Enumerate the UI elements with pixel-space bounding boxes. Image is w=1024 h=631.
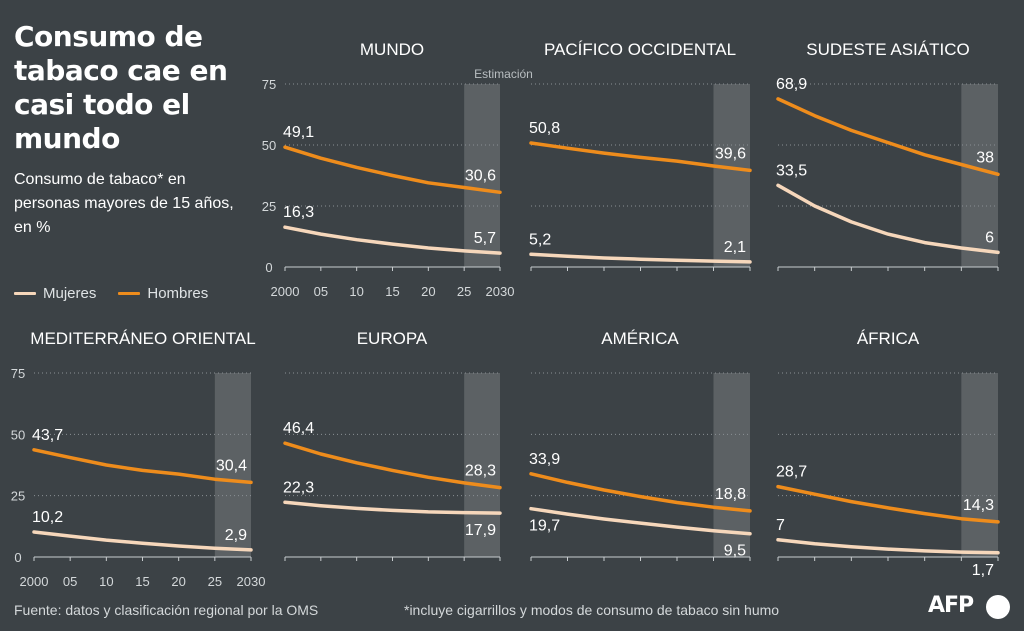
line-women xyxy=(529,252,752,264)
panel-title: AMÉRICA xyxy=(601,329,679,348)
afp-logo-ball-icon xyxy=(986,595,1010,619)
data-label-women-end: 17,9 xyxy=(465,522,496,539)
data-label-women-end: 1,7 xyxy=(972,562,994,579)
legend-swatch-women xyxy=(14,292,36,295)
estimate-band xyxy=(464,373,500,557)
line-women xyxy=(776,538,1000,555)
x-tick-label: 05 xyxy=(314,284,328,299)
data-label-women-start: 22,3 xyxy=(283,479,314,496)
data-label-women-start: 5,2 xyxy=(529,231,551,248)
panel-title: ÁFRICA xyxy=(857,329,920,348)
data-label-women-start: 10,2 xyxy=(32,509,63,526)
panel-title: EUROPA xyxy=(357,329,428,348)
estimate-band xyxy=(464,84,500,267)
data-label-men-end: 39,6 xyxy=(715,145,746,162)
y-tick-label: 0 xyxy=(14,550,21,565)
data-label-men-end: 30,6 xyxy=(465,167,496,184)
estimate-band xyxy=(214,373,251,557)
data-label-women-end: 2,9 xyxy=(225,527,247,544)
x-tick-label: 20 xyxy=(171,574,185,589)
data-label-women-start: 16,3 xyxy=(283,204,314,221)
data-label-women-end: 5,7 xyxy=(474,230,496,247)
data-label-men-end: 38 xyxy=(976,149,994,166)
x-tick-label: 15 xyxy=(385,284,399,299)
y-tick-label: 25 xyxy=(262,199,276,214)
x-tick-label: 20 xyxy=(421,284,435,299)
panel-title: SUDESTE ASIÁTICO xyxy=(806,40,969,59)
line-men xyxy=(283,145,502,195)
y-tick-label: 25 xyxy=(11,489,25,504)
x-tick-label: 10 xyxy=(99,574,113,589)
estimate-band xyxy=(961,373,998,557)
line-women xyxy=(776,183,1000,255)
data-label-men-start: 49,1 xyxy=(283,124,314,141)
x-tick-label: 15 xyxy=(135,574,149,589)
data-label-men-end: 30,4 xyxy=(216,457,247,474)
data-label-men-start: 46,4 xyxy=(283,420,314,437)
x-tick-label: 2000 xyxy=(271,284,300,299)
y-tick-label: 50 xyxy=(262,138,276,153)
legend-item-men: Hombres xyxy=(118,285,208,302)
data-label-women-start: 19,7 xyxy=(529,518,560,535)
y-tick-label: 75 xyxy=(262,77,276,92)
data-label-men-end: 14,3 xyxy=(963,497,994,514)
line-men xyxy=(529,141,752,173)
x-tick-label: 10 xyxy=(349,284,363,299)
data-label-men-start: 43,7 xyxy=(32,427,63,444)
line-women xyxy=(283,225,502,255)
line-men xyxy=(32,448,253,485)
x-tick-label: 05 xyxy=(63,574,77,589)
data-label-men-start: 28,7 xyxy=(776,464,807,481)
x-tick-label: 2030 xyxy=(486,284,515,299)
x-tick-label: 2030 xyxy=(237,574,266,589)
estimate-band xyxy=(961,84,998,267)
footnote: *incluye cigarrillos y modos de consumo … xyxy=(404,602,780,618)
y-tick-label: 0 xyxy=(265,260,272,275)
line-women xyxy=(283,500,502,515)
x-tick-label: 25 xyxy=(457,284,471,299)
legend-label-men: Hombres xyxy=(147,285,209,302)
afp-logo: AFP xyxy=(928,593,974,618)
data-label-men-end: 28,3 xyxy=(465,463,496,480)
data-label-women-start: 33,5 xyxy=(776,162,807,179)
y-tick-label: 75 xyxy=(11,366,25,381)
line-men xyxy=(283,441,502,490)
data-label-men-end: 18,8 xyxy=(715,486,746,503)
data-label-men-start: 68,9 xyxy=(776,76,807,93)
panel-title: MUNDO xyxy=(360,40,424,59)
page-title: Consumo de tabaco cae en casi todo el mu… xyxy=(14,20,228,155)
panel-title: PACÍFICO OCCIDENTAL xyxy=(544,40,736,59)
source-note: Fuente: datos y clasificación regional p… xyxy=(14,602,319,618)
chart-subtitle: Consumo de tabaco* en personas mayores d… xyxy=(14,171,234,236)
line-men xyxy=(529,472,752,513)
line-women xyxy=(32,530,253,552)
line-men xyxy=(776,484,1000,524)
data-label-men-start: 50,8 xyxy=(529,120,560,137)
y-tick-label: 50 xyxy=(11,427,25,442)
legend-label-women: Mujeres xyxy=(43,285,97,302)
panel-title: MEDITERRÁNEO ORIENTAL xyxy=(30,329,255,348)
data-label-women-end: 6 xyxy=(985,229,994,246)
data-label-men-start: 33,9 xyxy=(529,451,560,468)
data-label-women-end: 2,1 xyxy=(724,239,746,256)
estimate-label: Estimación xyxy=(474,67,533,81)
legend-item-women: Mujeres xyxy=(14,285,96,302)
legend-swatch-men xyxy=(118,292,141,295)
x-tick-label: 25 xyxy=(208,574,222,589)
data-label-women-start: 7 xyxy=(776,517,785,534)
data-label-women-end: 9,5 xyxy=(724,543,746,560)
estimate-band xyxy=(713,373,750,557)
estimate-band xyxy=(713,84,750,267)
x-tick-label: 2000 xyxy=(20,574,49,589)
line-men xyxy=(776,97,1000,177)
legend: Mujeres Hombres xyxy=(14,285,208,302)
line-women xyxy=(529,506,752,536)
